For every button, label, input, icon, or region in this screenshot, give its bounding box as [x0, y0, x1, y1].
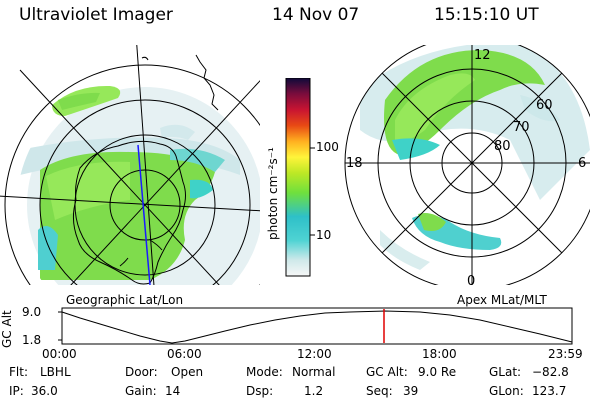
colorbar-label: photon cm⁻²s⁻¹ [266, 147, 280, 240]
colorbar-tick-100: 100 [316, 140, 339, 154]
mode-value: Normal [292, 365, 336, 379]
info-mode: Mode: Normal [246, 365, 335, 379]
seq-value: 39 [403, 384, 419, 398]
info-gc-alt: GC Alt: 9.0 Re [366, 365, 456, 379]
mlat-label-80: 80 [494, 139, 511, 154]
glat-label: GLat: [489, 365, 522, 379]
info-dsp: Dsp: 1.2 [246, 384, 323, 398]
gc-alt-value: 9.0 Re [418, 365, 457, 379]
info-glat: GLat: −82.8 [489, 365, 569, 379]
mode-label: Mode: [246, 365, 283, 379]
colorbar-tick-10: 10 [316, 228, 332, 242]
mlat-label-70: 70 [513, 120, 530, 135]
mlt-label-right: 6 [578, 156, 587, 171]
info-gain: Gain: 14 [125, 384, 180, 398]
glat-value: −82.8 [532, 365, 569, 379]
magnetic-map [344, 45, 590, 285]
ip-value: 36.0 [31, 384, 58, 398]
right-map-caption: Apex MLat/MLT [457, 293, 547, 307]
info-seq: Seq: 39 [366, 384, 418, 398]
app-title: Ultraviolet Imager [19, 5, 173, 25]
time-tick-0000: 00:00 [42, 347, 77, 361]
info-flt: Flt: LBHL [9, 365, 71, 379]
altitude-plot [58, 307, 573, 345]
time-tick-2359: 23:59 [548, 347, 583, 361]
flt-label: Flt: [9, 365, 28, 379]
time-tick-1200: 12:00 [297, 347, 332, 361]
gain-value: 14 [165, 384, 181, 398]
gain-label: Gain: [125, 384, 157, 398]
dsp-label: Dsp: [246, 384, 274, 398]
mlt-label-bottom: 0 [467, 274, 476, 289]
info-ip: IP: 36.0 [9, 384, 58, 398]
info-door: Door: Open [125, 365, 203, 379]
dsp-value: 1.2 [304, 384, 324, 398]
colorbar [285, 78, 315, 277]
geographic-map [0, 45, 260, 285]
mlt-label-left: 18 [346, 156, 363, 171]
image-time: 15:15:10 UT [434, 5, 539, 25]
image-date: 14 Nov 07 [272, 5, 360, 25]
left-map-caption: Geographic Lat/Lon [66, 293, 184, 307]
gc-alt-label: GC Alt: [366, 365, 408, 379]
time-tick-1800: 18:00 [422, 347, 457, 361]
ip-label: IP: [9, 384, 24, 398]
mlat-label-60: 60 [536, 98, 553, 113]
door-label: Door: [125, 365, 158, 379]
seq-label: Seq: [366, 384, 393, 398]
glon-value: 123.7 [532, 384, 567, 398]
alt-tick-1.8: 1.8 [22, 333, 42, 347]
mlt-label-top: 12 [474, 48, 491, 63]
time-tick-0600: 06:00 [167, 347, 202, 361]
flt-value: LBHL [40, 365, 71, 379]
glon-label: GLon: [489, 384, 524, 398]
alt-tick-9: 9.0 [22, 305, 42, 319]
door-value: Open [171, 365, 204, 379]
alt-ylabel: GC Alt [0, 310, 14, 348]
info-glon: GLon: 123.7 [489, 384, 566, 398]
